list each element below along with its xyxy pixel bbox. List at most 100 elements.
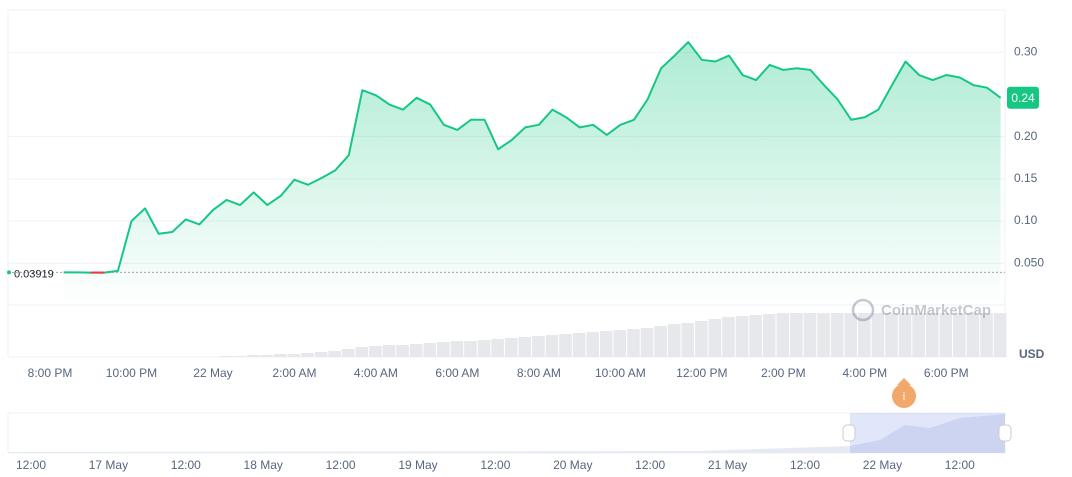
volume-bar [762,314,776,357]
navigator-handle[interactable] [842,424,856,442]
area [63,42,1001,306]
volume-bar [627,329,640,357]
navigator[interactable] [7,412,1006,454]
price-line [63,41,1002,274]
volume-bar [871,313,885,357]
navigator-label: 22 May [863,458,902,472]
volume-bar [735,316,749,357]
volume-bar [491,339,504,357]
volume-bar [341,349,355,357]
volume-bar [314,352,328,357]
volume-bar [369,346,382,357]
volume-bar [287,354,301,357]
x-tick-label: 2:00 PM [761,366,806,380]
navigator-label: 21 May [708,458,747,472]
baseline-label: 0.03919 [14,268,54,280]
volume-bar [912,313,925,357]
navigator-label: 18 May [244,458,283,472]
x-tick-label: 6:00 AM [435,366,479,380]
volume-bar [328,351,341,357]
navigator-label: 12:00 [326,458,356,472]
volume-bar [654,326,667,357]
volume-bar [301,353,314,357]
x-tick-label: 10:00 PM [106,366,157,380]
volume-bar [518,337,532,357]
watermark: CoinMarketCap [851,298,991,322]
volume-bar [708,319,722,357]
volume-bar [572,333,586,357]
volume-bar [355,347,369,357]
volume-bar [599,331,613,357]
navigator-label: 19 May [398,458,437,472]
navigator-label: 12:00 [790,458,820,472]
x-tick-label: 2:00 AM [272,366,316,380]
navigator-label: 17 May [89,458,128,472]
volume-bar [803,313,817,357]
marker[interactable] [892,384,916,408]
volume-bar [966,313,980,357]
volume-bar [233,356,246,357]
marker-pointer [897,378,911,385]
navigator-handle[interactable] [998,424,1012,442]
navigator-label: 12:00 [635,458,665,472]
volume-bar [790,313,803,357]
volume-bar [532,336,545,357]
volume-bar [559,334,572,357]
volume-bar [993,313,1007,357]
volume-bar [613,330,627,357]
volume-bar [382,345,396,357]
x-tick-label: 8:00 PM [28,366,73,380]
navigator-label: 20 May [553,458,592,472]
volume-bar [925,313,939,357]
volume-bar [776,313,790,357]
volume-bar [898,313,912,357]
volume-bar [980,313,993,357]
volume-bar [586,332,599,357]
volume-bar [749,315,762,357]
x-tick-label: 6:00 PM [924,366,969,380]
volume-bar [817,313,830,357]
volume-bar [504,338,518,357]
navigator-series [8,414,1005,453]
volume-bar [464,341,477,357]
navigator-range[interactable] [850,413,1005,453]
y-tick-label: 0.30 [1014,44,1038,58]
volume-bar [450,341,464,357]
volume-bar [423,343,437,357]
x-tick-label: 10:00 AM [595,366,646,380]
currency-label: USD [1019,347,1045,361]
volume-bar [396,345,409,357]
y-tick-label: 0.15 [1014,171,1038,185]
volume-bar [260,355,274,357]
volume-bar [437,342,450,357]
navigator-label: 12:00 [480,458,510,472]
volume-bar [844,313,858,357]
volume-bar [939,313,953,357]
navigator-label: 12:00 [171,458,201,472]
volume-bar [545,335,559,357]
price-tag-label: 0.24 [1011,91,1035,105]
volume-bar [477,340,491,357]
x-tick-label: 12:00 PM [676,366,727,380]
watermark-text: CoinMarketCap [881,302,991,319]
volume-bar [830,313,844,357]
volume-bar [885,313,898,357]
volume-bar [858,313,871,357]
volume-bar [722,317,735,357]
volume-bar [409,344,423,357]
volume-bar [274,354,287,357]
x-tick-label: 22 May [193,366,232,380]
volume-bar [667,324,681,357]
volume-bar [681,323,695,357]
volume-bar [640,328,654,357]
navigator-label: 12:00 [945,458,975,472]
y-tick-label: 0.20 [1014,129,1038,143]
volume-bar [219,356,233,357]
x-tick-label: 4:00 PM [842,366,887,380]
y-tick-label: 0.050 [1014,255,1044,269]
volume-bar [246,355,260,357]
volume-bar [953,313,966,357]
baseline-dot [7,270,11,275]
volume-bar [695,321,708,357]
